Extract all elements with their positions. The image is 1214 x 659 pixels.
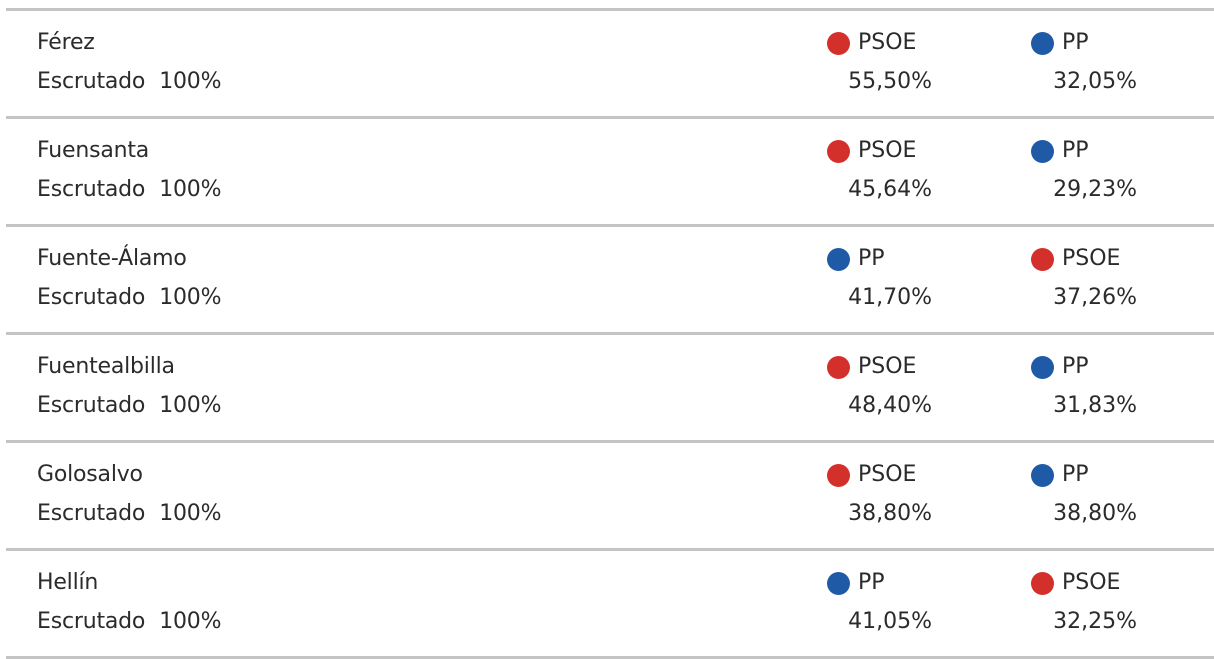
first-party: PSOE [827, 138, 916, 164]
count-status-value: 100% [159, 177, 222, 202]
second-party-name: PSOE [1062, 570, 1121, 595]
first-party-percent: 41,05% [848, 609, 932, 634]
second-party-name: PP [1062, 354, 1089, 379]
party-color-dot-icon [1031, 139, 1054, 163]
count-status-label: Escrutado [37, 285, 146, 310]
count-status: Escrutado 100% [37, 609, 221, 635]
first-party-percent: 41,70% [848, 285, 932, 310]
party-color-dot-icon [827, 571, 850, 595]
count-status-label: Escrutado [37, 69, 146, 94]
first-party-name: PP [858, 570, 885, 595]
party-color-dot-icon [1031, 355, 1054, 379]
first-party: PP [827, 570, 885, 596]
second-party-name: PP [1062, 30, 1089, 55]
second-party: PSOE [1031, 570, 1120, 596]
count-status-label: Escrutado [37, 609, 146, 634]
municipality-row[interactable]: Fuentealbilla Escrutado 100% PSOE PP 48,4… [6, 332, 1214, 440]
first-party-name: PSOE [858, 354, 917, 379]
party-color-dot-icon [1031, 463, 1054, 487]
party-color-dot-icon [1031, 31, 1054, 55]
count-status-label: Escrutado [37, 177, 146, 202]
second-party: PSOE [1031, 246, 1120, 272]
second-party-percent: 32,25% [1053, 609, 1137, 634]
first-party: PSOE [827, 462, 916, 488]
first-party-name: PSOE [858, 138, 917, 163]
second-party-name: PP [1062, 138, 1089, 163]
party-color-dot-icon [827, 355, 850, 379]
first-party: PSOE [827, 354, 916, 380]
count-status-value: 100% [159, 609, 222, 634]
first-party-name: PSOE [858, 30, 917, 55]
count-status: Escrutado 100% [37, 69, 221, 95]
municipality-name: Fuente-Álamo [37, 246, 187, 271]
second-party-percent: 37,26% [1053, 285, 1137, 310]
second-party-percent: 32,05% [1053, 69, 1137, 94]
count-status: Escrutado 100% [37, 501, 221, 527]
count-status-label: Escrutado [37, 501, 146, 526]
municipality-name: Fuensanta [37, 138, 150, 163]
second-party: PP [1031, 462, 1089, 488]
first-party-percent: 55,50% [848, 69, 932, 94]
count-status-value: 100% [159, 393, 222, 418]
second-party-name: PP [1062, 462, 1089, 487]
count-status-value: 100% [159, 285, 222, 310]
count-status-value: 100% [159, 69, 222, 94]
count-status: Escrutado 100% [37, 285, 221, 311]
municipality-name: Golosalvo [37, 462, 143, 487]
second-party: PP [1031, 138, 1089, 164]
party-color-dot-icon [1031, 247, 1054, 271]
party-color-dot-icon [827, 139, 850, 163]
first-party-name: PP [858, 246, 885, 271]
municipality-row[interactable]: Golosalvo Escrutado 100% PSOE PP 38,80% 3… [6, 440, 1214, 548]
second-party: PP [1031, 30, 1089, 56]
second-party-percent: 31,83% [1053, 393, 1137, 418]
first-party: PSOE [827, 30, 916, 56]
municipality-row[interactable]: Fuente-Álamo Escrutado 100% PP PSOE 41,70… [6, 224, 1214, 332]
first-party-name: PSOE [858, 462, 917, 487]
party-color-dot-icon [827, 31, 850, 55]
count-status-label: Escrutado [37, 393, 146, 418]
second-party: PP [1031, 354, 1089, 380]
first-party-percent: 48,40% [848, 393, 932, 418]
party-color-dot-icon [827, 463, 850, 487]
municipality-row[interactable]: Fuensanta Escrutado 100% PSOE PP 45,64% 2… [6, 116, 1214, 224]
party-color-dot-icon [1031, 571, 1054, 595]
party-color-dot-icon [827, 247, 850, 271]
municipality-name: Férez [37, 30, 95, 55]
second-party-percent: 38,80% [1053, 501, 1137, 526]
second-party-percent: 29,23% [1053, 177, 1137, 202]
count-status-value: 100% [159, 501, 222, 526]
municipality-row[interactable]: Hellín Escrutado 100% PP PSOE 41,05% 32,2… [6, 548, 1214, 659]
results-list: Férez Escrutado 100% PSOE PP 55,50% 32,05… [6, 8, 1214, 659]
first-party-percent: 45,64% [848, 177, 932, 202]
second-party-name: PSOE [1062, 246, 1121, 271]
first-party: PP [827, 246, 885, 272]
municipality-name: Fuentealbilla [37, 354, 175, 379]
municipality-name: Hellín [37, 570, 99, 595]
count-status: Escrutado 100% [37, 393, 221, 419]
municipality-row[interactable]: Férez Escrutado 100% PSOE PP 55,50% 32,05… [6, 8, 1214, 116]
first-party-percent: 38,80% [848, 501, 932, 526]
count-status: Escrutado 100% [37, 177, 221, 203]
